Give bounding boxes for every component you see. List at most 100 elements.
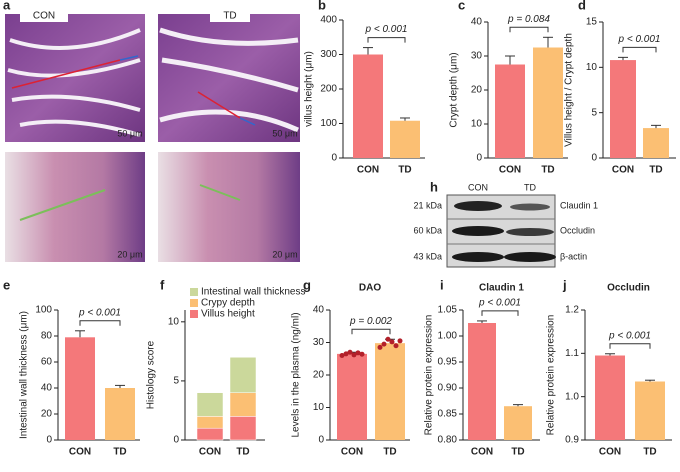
data-point	[385, 336, 391, 342]
y-tick-label: 0	[173, 435, 179, 446]
y-tick-label: 1.2	[565, 305, 579, 316]
band	[510, 203, 550, 211]
panel-letter: j	[562, 277, 567, 292]
y-tick-label: 1.05	[438, 305, 458, 316]
data-point	[355, 350, 361, 356]
y-axis-label: Histology score	[146, 340, 157, 409]
band	[506, 228, 554, 236]
y-axis-label: Intestinal wall thickness (μm)	[19, 311, 30, 439]
bar	[635, 381, 665, 440]
data-point	[389, 339, 395, 345]
chart-title: Occludin	[607, 283, 650, 294]
x-tick-label: CON	[69, 447, 91, 458]
y-tick-label: 10	[586, 62, 598, 73]
y-tick-label: 20	[471, 85, 483, 96]
y-axis-label: Relative protein expression	[546, 315, 557, 436]
protein-label: Occludin	[560, 225, 595, 235]
y-tick-label: 0	[46, 435, 52, 446]
annotation: p = 0.002	[349, 316, 392, 327]
x-tick-label: CON	[341, 447, 363, 458]
x-tick-label: CON	[612, 165, 634, 176]
data-point	[381, 341, 387, 347]
bar	[595, 355, 625, 440]
legend-label: Crypy depth	[201, 298, 255, 309]
bar-segment	[196, 392, 224, 417]
measure-line	[199, 184, 241, 201]
significance-bracket	[481, 310, 519, 316]
protein-label: Claudin 1	[560, 200, 598, 210]
y-axis-label: Levels in the plasma (ng/ml)	[291, 312, 302, 437]
y-tick-label: 300	[320, 49, 337, 60]
y-tick-label: 30	[313, 337, 325, 348]
band	[454, 201, 502, 211]
y-tick-label: 1.00	[438, 331, 458, 342]
measure-line	[19, 189, 106, 221]
bar	[105, 388, 135, 440]
label-box	[210, 9, 250, 22]
y-tick-label: 10	[168, 316, 180, 327]
protein-label: β-actin	[560, 251, 587, 261]
y-tick-label: 0	[318, 435, 324, 446]
y-tick-label: 20	[41, 409, 53, 420]
histology: CON TD 50 μm 50 μm 20 μm 20 μm a	[3, 0, 300, 262]
bar	[495, 64, 525, 158]
significance-bracket	[367, 37, 406, 43]
size-label: 21 kDa	[413, 200, 442, 210]
panel-letter: d	[578, 0, 586, 12]
scale-bar: 20 μm	[117, 249, 142, 259]
x-tick-label: TD	[113, 447, 126, 458]
y-axis-label: Villus height / Crypt depth	[564, 33, 575, 147]
legend-label: Intestinal wall thickness	[201, 287, 306, 298]
label-box	[20, 9, 68, 22]
data-point	[377, 344, 383, 350]
y-axis-label: Relative protein expression	[424, 315, 435, 436]
bar	[390, 120, 420, 158]
size-label: 60 kDa	[413, 225, 442, 235]
y-tick-label: 10	[471, 119, 483, 130]
scale-bar: 20 μm	[272, 249, 297, 259]
image	[5, 152, 145, 262]
panel-letter: g	[303, 277, 311, 292]
x-tick-label: CON	[599, 447, 621, 458]
y-tick-label: 100	[35, 305, 52, 316]
y-tick-label: 200	[320, 84, 337, 95]
y-tick-label: 1.1	[565, 348, 579, 359]
chart-title: DAO	[359, 283, 381, 294]
y-tick-label: 100	[320, 118, 337, 129]
y-axis-label: villus height (μm)	[304, 51, 315, 127]
data-point	[339, 353, 345, 358]
y-tick-label: 1.0	[565, 391, 579, 402]
x-tick-label: CON	[357, 165, 379, 176]
annotation: p < 0.001	[478, 298, 521, 309]
group-label: CON	[33, 11, 55, 22]
data-point	[397, 338, 403, 344]
y-tick-label: 0.80	[438, 435, 458, 446]
significance-bracket	[609, 343, 651, 349]
significance-bracket	[509, 26, 549, 33]
x-tick-label: TD	[649, 165, 662, 176]
y-tick-label: 10	[313, 402, 325, 413]
legend-swatch	[190, 299, 198, 307]
texture	[159, 27, 300, 133]
measure-line	[119, 55, 139, 61]
data-point	[351, 352, 357, 358]
size-label: 43 kDa	[413, 251, 442, 261]
y-tick-label: 0.85	[438, 409, 458, 420]
group-label: TD	[223, 11, 236, 22]
scale-bar: 50 μm	[117, 128, 142, 138]
bar	[353, 54, 383, 158]
annotation: p < 0.001	[78, 307, 121, 318]
annotation: p = 0.084	[507, 14, 550, 25]
panel-letter: h	[430, 179, 438, 194]
y-tick-label: 60	[41, 357, 53, 368]
bar-segment	[229, 392, 257, 417]
x-tick-label: CON	[499, 165, 521, 176]
measure-line	[197, 91, 241, 119]
significance-bracket	[351, 328, 391, 335]
legend-swatch	[190, 310, 198, 318]
bar	[65, 337, 95, 440]
panel-letter: b	[318, 0, 326, 12]
y-tick-label: 0.9	[565, 435, 579, 446]
chart-title: Claudin 1	[479, 283, 524, 294]
